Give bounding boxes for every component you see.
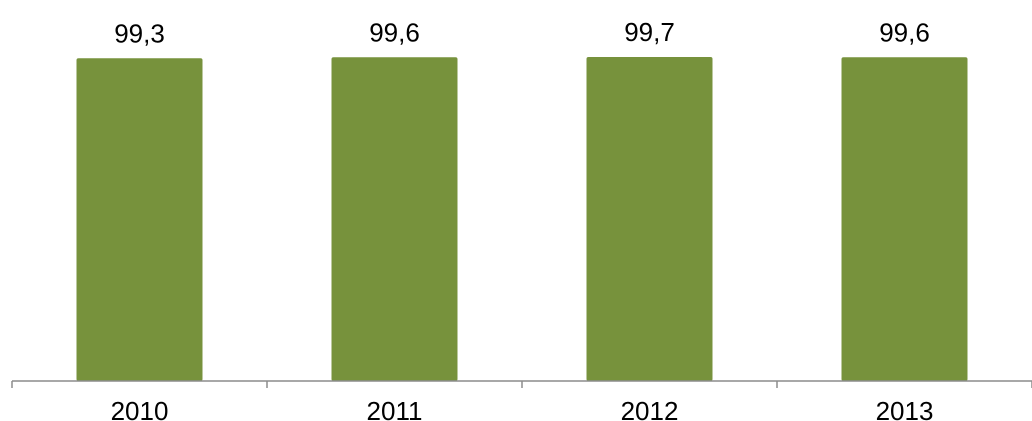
x-tick-label-2010: 2010	[111, 396, 169, 421]
data-label-2013: 99,6	[879, 17, 930, 47]
x-tick-label-2011: 2011	[367, 396, 423, 421]
bar-2011	[331, 57, 458, 382]
bar-2010	[76, 58, 203, 382]
x-axis-ticks-group	[11, 381, 1032, 388]
x-tick-label-2013: 2013	[876, 396, 934, 421]
data-label-2012: 99,7	[624, 17, 675, 47]
bars-group	[76, 56, 968, 382]
value-labels-group: 99,3 99,6 99,7 99,6	[114, 17, 930, 48]
x-axis-tick-labels-group: 2010 2011 2012 2013	[111, 396, 934, 421]
data-label-2010: 99,3	[114, 18, 165, 48]
bar-2012	[586, 56, 713, 381]
x-tick-label-2012: 2012	[621, 396, 679, 421]
data-label-2011: 99,6	[369, 17, 420, 47]
bar-2013	[841, 57, 968, 382]
